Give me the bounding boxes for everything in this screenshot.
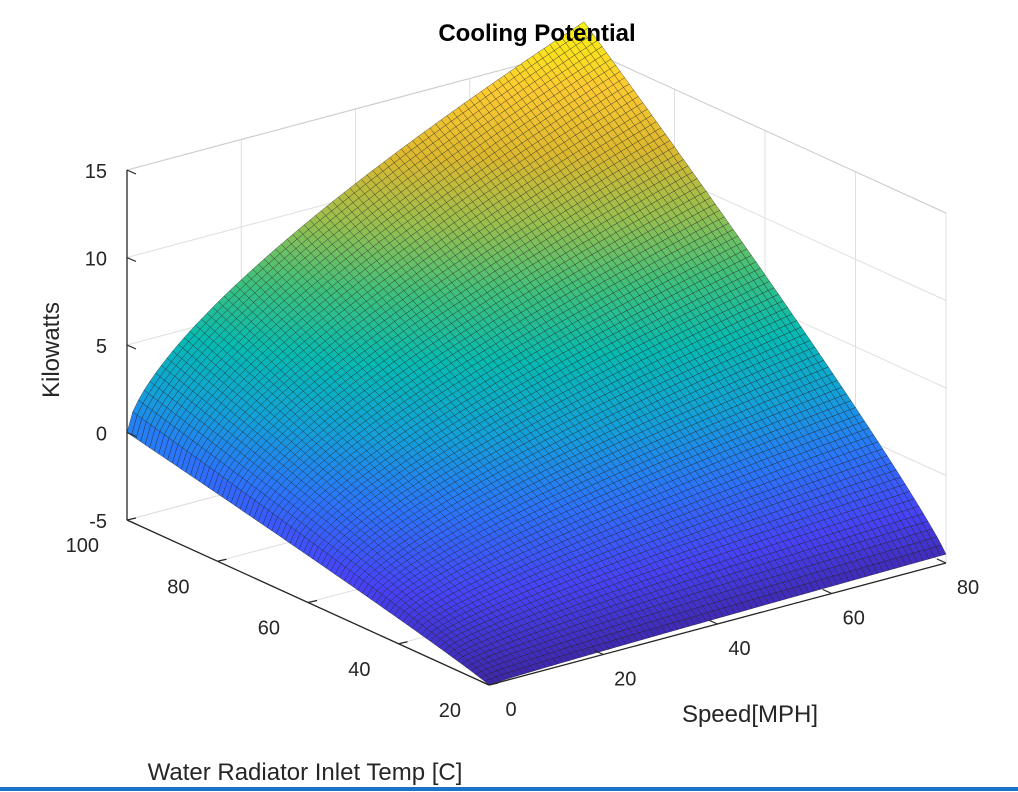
surface-mesh	[126, 21, 947, 686]
